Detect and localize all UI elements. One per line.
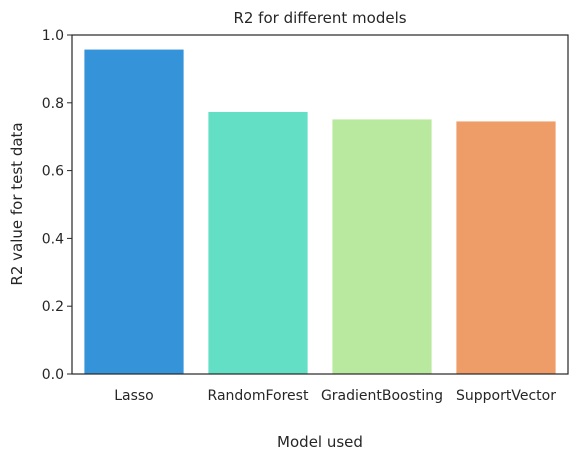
- x-tick-label: GradientBoosting: [321, 388, 443, 404]
- x-tick-label: Lasso: [114, 388, 154, 404]
- bar-randomforest: [208, 111, 308, 374]
- y-tick-label: 0.4: [42, 231, 64, 247]
- bar-supportvector: [456, 121, 556, 374]
- y-tick-label: 0.2: [42, 299, 64, 315]
- x-axis-title: Model used: [277, 433, 363, 451]
- y-tick-label: 0.0: [42, 367, 64, 383]
- bar-gradientboosting: [332, 119, 432, 374]
- y-tick-label: 1.0: [42, 28, 64, 44]
- y-axis-ticks: 0.0 0.2 0.4 0.6 0.8 1.0: [42, 28, 72, 383]
- y-tick-label: 0.8: [42, 96, 64, 112]
- x-tick-label: SupportVector: [456, 388, 556, 404]
- x-tick-label: RandomForest: [208, 388, 309, 404]
- x-axis-ticks: Lasso RandomForest GradientBoosting Support…: [114, 388, 556, 404]
- y-axis-title: R2 value for test data: [8, 122, 26, 285]
- y-tick-label: 0.6: [42, 164, 64, 180]
- bars-group: [84, 49, 556, 375]
- plot-frame: [71, 34, 569, 375]
- chart-title: R2 for different models: [233, 9, 406, 27]
- bar-lasso: [84, 49, 184, 375]
